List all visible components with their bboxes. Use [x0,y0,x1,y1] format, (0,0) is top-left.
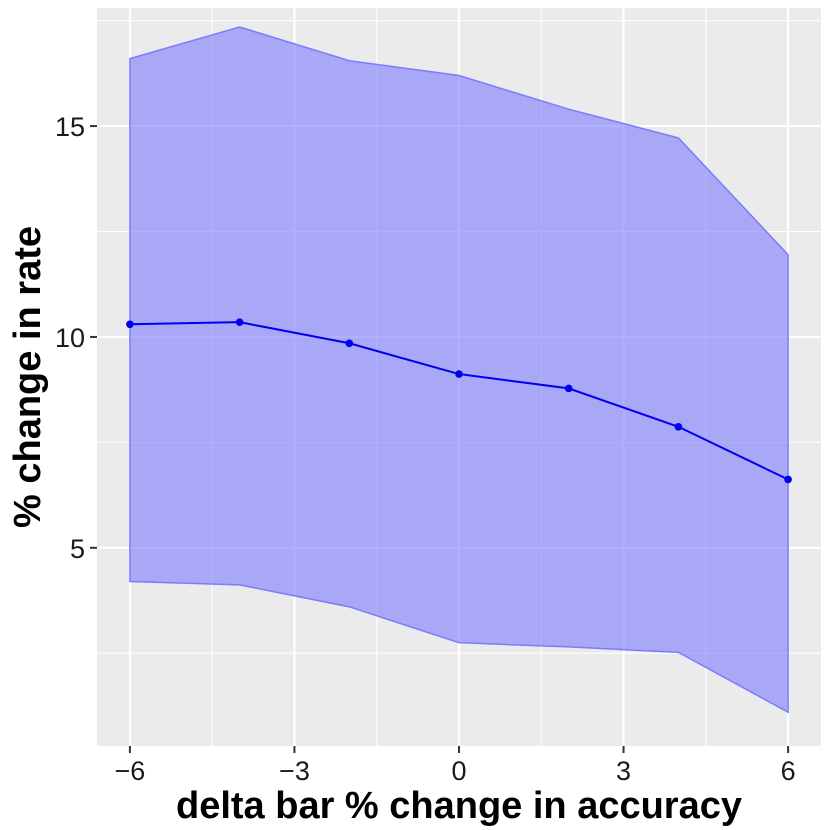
confidence-ribbon [129,26,789,714]
x-axis-title: delta bar % change in accuracy [176,785,742,827]
y-axis: 5 10 15 [55,112,97,564]
data-point [455,370,463,378]
data-point [345,339,354,348]
x-tick-label: 3 [616,756,631,786]
data-point [235,318,244,326]
x-tick-label: 0 [451,756,466,786]
y-tick-label: 5 [70,534,85,564]
y-axis-title: % change in rate [7,226,49,528]
confidence-band [129,26,789,714]
y-tick-label: 15 [55,112,85,142]
x-tick-label: −6 [115,756,146,786]
data-point [126,320,134,329]
y-tick-label: 10 [55,323,85,353]
x-axis: −6 −3 0 3 6 [115,746,796,786]
x-tick-label: 6 [781,756,796,786]
series-points [126,318,792,484]
data-point [564,384,573,393]
data-point [674,422,683,431]
data-point [784,475,792,484]
x-tick-label: −3 [279,756,310,786]
